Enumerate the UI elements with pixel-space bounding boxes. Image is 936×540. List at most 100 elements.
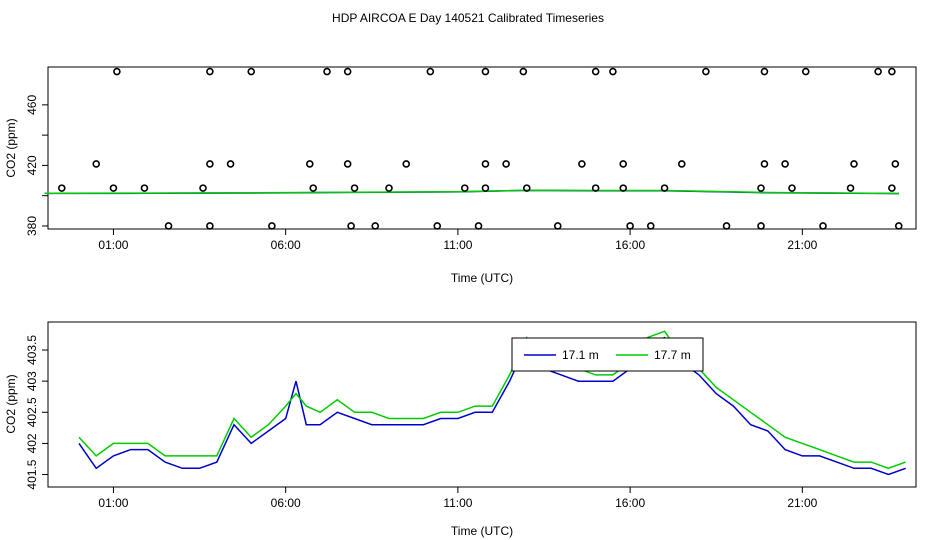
bottom-y-axis: 401.5 402 402.5 403 403.5 bbox=[25, 335, 48, 490]
top-data-point bbox=[350, 184, 359, 192]
bottom-series-line-1 bbox=[78, 336, 906, 476]
top-data-point bbox=[646, 222, 655, 230]
bottom-plot-frame bbox=[47, 321, 917, 488]
top-series-lines bbox=[44, 189, 899, 195]
top-data-point bbox=[760, 67, 769, 76]
top-data-point bbox=[402, 160, 411, 168]
top-data-point bbox=[522, 184, 531, 192]
top-data-point bbox=[113, 67, 121, 76]
bottom-x-tick-label: 01:00 bbox=[98, 496, 128, 510]
top-data-point bbox=[140, 184, 149, 192]
top-x-tick-label: 06:00 bbox=[271, 238, 301, 252]
top-data-point bbox=[888, 184, 896, 192]
top-data-point bbox=[660, 184, 669, 192]
top-data-point bbox=[819, 222, 827, 230]
top-data-point bbox=[206, 160, 214, 168]
chart-title: HDP AIRCOA E Day 140521 Calibrated Times… bbox=[332, 11, 604, 25]
top-data-point bbox=[757, 184, 765, 192]
top-data-point bbox=[433, 222, 442, 230]
bottom-y-axis-label: CO2 (ppm) bbox=[4, 374, 18, 433]
bottom-series-lines bbox=[78, 330, 906, 476]
top-data-point bbox=[846, 184, 855, 192]
top-data-point bbox=[305, 160, 314, 168]
top-data-point bbox=[591, 67, 600, 76]
top-data-point bbox=[578, 160, 586, 168]
top-series-line-3 bbox=[44, 189, 899, 195]
top-data-point bbox=[781, 160, 789, 168]
bottom-x-axis: 01:00 06:00 11:00 16:00 21:00 bbox=[98, 487, 818, 510]
legend-label-17-1: 17.1 m bbox=[562, 348, 599, 362]
top-data-point bbox=[199, 184, 207, 192]
top-data-point bbox=[553, 222, 562, 230]
top-data-point bbox=[502, 160, 510, 168]
top-x-axis-label: Time (UTC) bbox=[451, 271, 513, 285]
top-data-point bbox=[385, 184, 393, 192]
top-y-tick-label: 460 bbox=[25, 95, 39, 115]
top-data-point bbox=[619, 160, 628, 168]
top-data-point bbox=[481, 184, 490, 192]
top-data-point bbox=[891, 160, 900, 168]
top-data-point bbox=[226, 160, 235, 168]
top-data-point bbox=[343, 67, 352, 76]
top-data-point bbox=[788, 184, 796, 192]
bottom-y-tick-label: 401.5 bbox=[25, 459, 39, 489]
top-data-point bbox=[609, 67, 617, 76]
bottom-y-tick-label: 402.5 bbox=[25, 397, 39, 427]
top-x-tick-label: 21:00 bbox=[787, 238, 817, 252]
top-data-point bbox=[760, 160, 769, 168]
top-data-point bbox=[874, 67, 882, 76]
top-data-point bbox=[702, 67, 710, 76]
top-y-axis: 380 420 460 bbox=[25, 95, 48, 236]
top-y-tick-label: 420 bbox=[25, 155, 39, 175]
bottom-x-tick-label: 06:00 bbox=[271, 496, 301, 510]
top-x-tick-label: 01:00 bbox=[98, 238, 128, 252]
top-data-point bbox=[309, 184, 318, 192]
top-x-tick-label: 11:00 bbox=[443, 238, 472, 252]
legend: 17.1 m 17.7 m bbox=[511, 337, 704, 372]
top-data-point bbox=[481, 67, 490, 76]
top-y-tick-label: 380 bbox=[25, 216, 39, 236]
top-data-point bbox=[371, 222, 380, 230]
bottom-x-tick-label: 21:00 bbox=[787, 496, 817, 510]
top-data-point bbox=[677, 160, 686, 168]
top-data-point bbox=[894, 222, 903, 230]
legend-box bbox=[511, 337, 704, 372]
top-data-point bbox=[626, 222, 634, 230]
top-data-point bbox=[206, 67, 214, 76]
top-x-tick-label: 16:00 bbox=[615, 238, 645, 252]
top-data-point bbox=[323, 67, 331, 76]
top-data-point bbox=[757, 222, 765, 230]
top-data-point bbox=[619, 184, 628, 192]
top-x-axis: 01:00 06:00 11:00 16:00 21:00 bbox=[98, 229, 818, 252]
top-data-point bbox=[460, 184, 469, 192]
top-data-point bbox=[343, 160, 352, 168]
top-data-point bbox=[481, 160, 490, 168]
bottom-series-line-2 bbox=[78, 330, 906, 470]
top-data-point bbox=[92, 160, 101, 168]
legend-label-17-7: 17.7 m bbox=[654, 348, 691, 362]
top-series-points bbox=[57, 67, 903, 230]
top-data-point bbox=[57, 184, 66, 192]
bottom-x-tick-label: 16:00 bbox=[615, 496, 645, 510]
top-data-point bbox=[888, 67, 896, 76]
top-data-point bbox=[591, 184, 600, 192]
bottom-y-tick-label: 403 bbox=[25, 371, 39, 391]
top-data-point bbox=[268, 222, 276, 230]
top-data-point bbox=[247, 67, 256, 76]
bottom-y-tick-label: 402 bbox=[25, 433, 39, 453]
top-y-axis-label: CO2 (ppm) bbox=[4, 118, 18, 177]
bottom-y-tick-label: 403.5 bbox=[25, 335, 39, 365]
top-data-point bbox=[722, 222, 731, 230]
top-plot-frame bbox=[47, 66, 917, 230]
top-data-point bbox=[801, 67, 810, 76]
top-data-point bbox=[519, 67, 528, 76]
top-panel: 01:00 06:00 11:00 16:00 21:00 380 420 460 Time… bbox=[4, 66, 917, 285]
bottom-x-axis-label: Time (UTC) bbox=[451, 524, 513, 538]
top-data-point bbox=[109, 184, 118, 192]
top-data-point bbox=[850, 160, 858, 168]
top-data-point bbox=[347, 222, 355, 230]
top-data-point bbox=[206, 222, 214, 230]
top-data-point bbox=[474, 222, 483, 230]
bottom-x-tick-label: 11:00 bbox=[443, 496, 472, 510]
bottom-panel: 01:00 06:00 11:00 16:00 21:00 401.5402402.54… bbox=[4, 321, 917, 538]
